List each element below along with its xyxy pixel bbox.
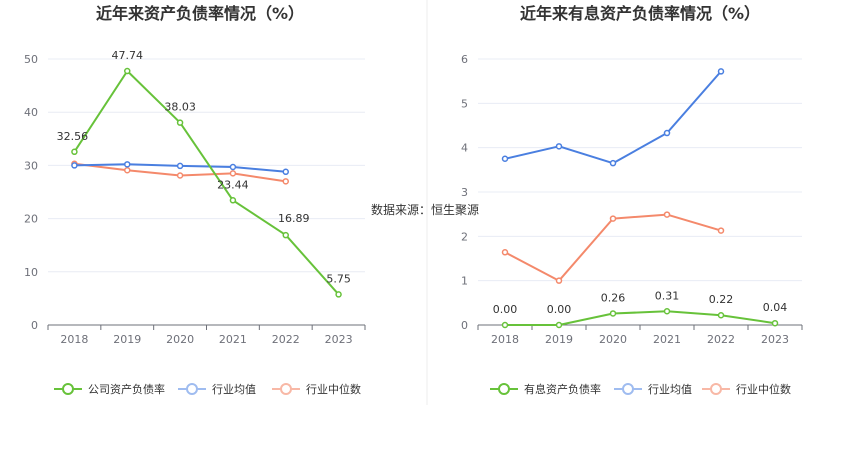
x-tick-label: 2023 [325,333,353,346]
data-point [501,321,509,329]
data-point [124,67,131,75]
y-tick-label: 10 [24,266,38,279]
data-label: 0.00 [547,303,572,316]
data-point [771,319,779,327]
y-tick-label: 5 [461,97,468,110]
data-point [663,129,671,137]
data-point [717,311,725,319]
data-point [609,215,617,222]
legend-label: 公司资产负债率 [88,382,165,396]
y-tick-label: 0 [461,319,468,332]
data-point [176,162,184,170]
data-label: 0.04 [763,301,788,314]
data-point [229,163,237,171]
series-line-0 [505,310,776,326]
y-tick-label: 6 [461,53,468,66]
data-point [229,170,237,177]
data-point [282,178,289,185]
data-point [71,148,78,156]
x-tick-label: 2019 [545,333,573,346]
y-tick-label: 4 [461,142,468,155]
legend-marker-circle [280,383,292,395]
data-label: 32.56 [57,130,89,143]
data-label: 5.75 [326,272,351,285]
data-point [124,166,131,174]
legend-label: 行业均值 [648,383,692,396]
y-tick-label: 50 [24,53,38,66]
y-tick-label: 20 [24,213,38,226]
x-tick-label: 2022 [272,333,300,346]
legend-label: 行业中位数 [736,382,791,396]
data-label: 0.00 [493,303,518,316]
x-tick-label: 2021 [653,333,681,346]
y-tick-label: 3 [461,186,468,199]
y-tick-label: 2 [461,230,468,243]
data-label: 0.31 [655,289,680,302]
data-point [124,161,131,168]
data-point [335,291,342,298]
data-point [609,310,617,317]
chart-debt-ratio: 近年来资产负债率情况（%） 0 10 20 30 40 50 2018 2019 2020 2021… [24,4,366,396]
y-tick-label: 40 [24,106,38,119]
data-point [555,321,563,329]
legend-marker-circle [62,383,74,395]
x-tick-label: 2023 [761,333,789,346]
data-point [176,119,184,126]
data-point [717,227,725,234]
data-label: 0.22 [709,293,734,306]
legend-marker-circle [622,383,634,395]
data-point [555,143,563,150]
data-point [176,172,184,179]
data-point [717,68,725,75]
data-label: 47.74 [112,49,144,62]
data-point [663,211,671,218]
chart-title: 近年来资产负债率情况（%） [96,4,304,23]
data-point [663,308,671,315]
x-tick-label: 2019 [113,333,141,346]
x-tick-label: 2020 [599,333,627,346]
legend-marker-circle [710,383,722,395]
data-point [501,155,509,162]
legend-label: 行业中位数 [306,382,361,396]
data-point [71,162,78,169]
data-label: 38.03 [164,101,196,114]
legend-label: 有息资产负债率 [524,382,601,396]
data-point [229,197,237,204]
data-label: 23.44 [217,178,249,191]
series-line-1 [504,70,722,165]
data-point [555,277,563,284]
y-tick-label: 30 [24,159,38,172]
data-point [282,168,289,176]
data-label: 0.26 [601,291,626,304]
x-tick-label: 2018 [491,333,519,346]
series-line-0 [73,70,340,296]
x-tick-label: 2020 [166,333,194,346]
series-line-2 [504,213,722,282]
legend-label: 行业均值 [212,383,256,396]
chart-title: 近年来有息资产负债率情况（%） [520,4,760,23]
chart-interest-bearing-debt-ratio: 近年来有息资产负债率情况（%） 0 1 2 3 4 5 6 2018 2019 2020 2021 20… [461,4,803,396]
data-point [501,249,509,256]
legend-marker-circle [186,383,198,395]
data-label: 16.89 [278,212,310,225]
x-tick-label: 2018 [60,333,88,346]
legend-marker-circle [498,383,510,395]
data-source-label: 数据来源：恒生聚源 [371,202,479,217]
x-tick-label: 2021 [219,333,247,346]
y-tick-label: 1 [461,275,468,288]
x-tick-label: 2022 [707,333,735,346]
data-point [282,231,289,239]
y-tick-label: 0 [31,319,38,332]
data-point [609,159,617,167]
